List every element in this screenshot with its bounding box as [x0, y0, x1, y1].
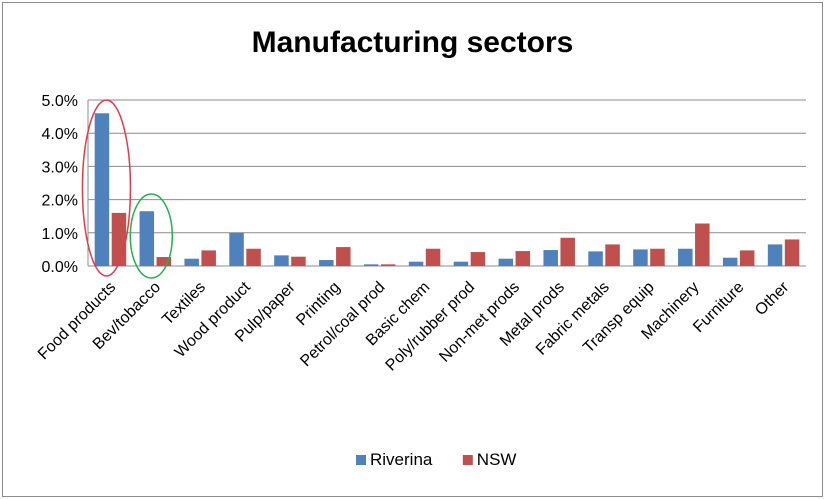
y-tick-label: 1.0%: [42, 226, 78, 243]
bar-nsw-printing: [336, 247, 351, 266]
bar-nsw-non-met-prods: [515, 251, 531, 266]
bar-nsw-wood-product: [246, 248, 261, 266]
annotation-ellipse-food-products: [81, 99, 132, 277]
bar-riverina-textiles: [184, 258, 199, 266]
bar-riverina-food-products: [94, 113, 110, 266]
bar-riverina-transp-equip: [633, 249, 648, 266]
bar-riverina-bev-tobacco: [139, 211, 155, 266]
bar-riverina-machinery: [678, 248, 693, 266]
bar-riverina-printing: [319, 260, 334, 266]
bar-nsw-bev-tobacco: [156, 257, 172, 266]
bar-nsw-food-products: [111, 212, 127, 266]
bars: [94, 113, 800, 266]
x-tick-label: Other: [752, 278, 793, 319]
bar-riverina-poly-rubber-prod: [453, 261, 469, 266]
y-axis: 0.0% 1.0% 2.0% 3.0% 4.0% 5.0%: [42, 93, 89, 276]
x-tick-label: Food products: [35, 279, 119, 363]
legend-swatch-riverina: [356, 455, 366, 465]
y-tick-label: 2.0%: [42, 193, 78, 210]
bar-nsw-fabric-metals: [605, 244, 620, 266]
bar-nsw-pulp-paper: [291, 256, 306, 266]
bar-nsw-machinery: [695, 223, 710, 266]
chart-title: Manufacturing sectors: [251, 26, 574, 59]
legend-label-riverina: Riverina: [370, 450, 433, 469]
bar-nsw-basic-chem: [425, 248, 441, 266]
bar-nsw-textiles: [201, 250, 216, 266]
annotation-ellipse-bev-tobacco: [129, 193, 174, 279]
legend-swatch-nsw: [462, 455, 473, 465]
x-tick-label: Non-met prods: [436, 279, 523, 366]
bar-riverina-wood-product: [229, 232, 244, 266]
bar-nsw-poly-rubber-prod: [470, 252, 486, 266]
y-tick-label: 4.0%: [42, 126, 78, 143]
bar-riverina-fabric-metals: [588, 251, 603, 266]
y-tick-label: 3.0%: [42, 159, 78, 176]
bar-nsw-furniture: [739, 250, 755, 266]
bar-nsw-other: [784, 239, 800, 266]
bar-riverina-petrol-coal-prod: [363, 264, 379, 266]
bar-riverina-non-met-prods: [498, 258, 514, 266]
legend-label-nsw: NSW: [477, 450, 517, 469]
legend: Riverina NSW: [356, 450, 516, 469]
y-tick-label: 0.0%: [42, 259, 78, 276]
bar-riverina-furniture: [722, 257, 738, 266]
bar-nsw-transp-equip: [650, 248, 665, 266]
bar-riverina-other: [767, 244, 783, 266]
bar-nsw-metal-prods: [560, 237, 575, 266]
bar-riverina-metal-prods: [543, 250, 558, 266]
annotations: [81, 99, 174, 279]
gridlines: [88, 99, 806, 267]
y-tick-label: 5.0%: [42, 93, 78, 110]
bar-riverina-pulp-paper: [274, 255, 289, 266]
bar-riverina-basic-chem: [408, 261, 424, 266]
bar-nsw-petrol-coal-prod: [380, 264, 396, 266]
